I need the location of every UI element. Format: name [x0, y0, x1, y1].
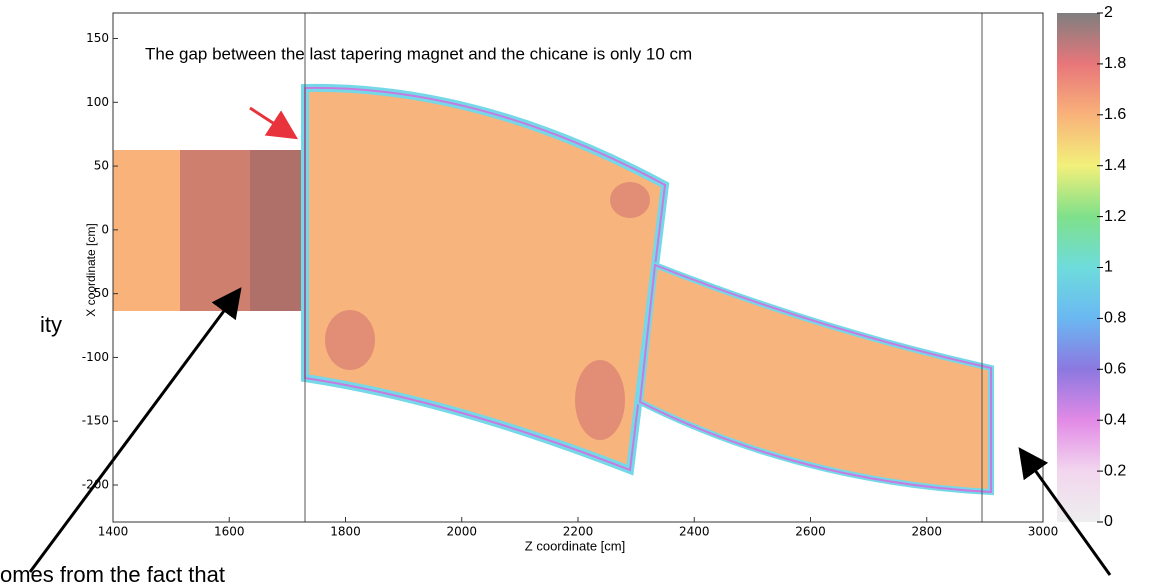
arrow — [1018, 447, 1112, 576]
colorbar — [1057, 13, 1100, 522]
x-tick-label: 2400 — [679, 525, 710, 539]
y-tick-label: 0 — [101, 222, 109, 236]
slide-text: ity — [40, 312, 62, 337]
field-map — [113, 13, 994, 522]
x-tick-label: 2600 — [795, 525, 826, 539]
slide-text: omes from the fact that — [0, 562, 225, 585]
y-tick-label: -150 — [82, 414, 109, 428]
arrow — [28, 287, 242, 573]
colorbar-tick-label: 1.8 — [1104, 55, 1126, 72]
x-tick-label: 1600 — [214, 525, 245, 539]
x-axis-label: Z coordinate [cm] — [525, 538, 625, 553]
x-tick-label: 2200 — [563, 525, 594, 539]
x-tick-label: 3000 — [1028, 525, 1059, 539]
colorbar-tick-label: 2 — [1104, 4, 1113, 21]
colorbar-tick-label: 0 — [1104, 513, 1113, 530]
colorbar-tick-label: 1.2 — [1104, 208, 1126, 225]
y-tick-label: -50 — [89, 286, 109, 300]
arrow — [249, 106, 299, 140]
x-tick-label: 1400 — [98, 525, 129, 539]
y-axis-label: X coordinate [cm] — [84, 223, 98, 316]
colorbar-tick-label: 1 — [1104, 259, 1113, 276]
x-tick-label: 1800 — [330, 525, 361, 539]
colorbar-tick-label: 0.6 — [1104, 361, 1126, 378]
y-tick-label: 150 — [86, 31, 109, 45]
colorbar-tick-label: 0.8 — [1104, 310, 1126, 327]
x-tick-label: 2000 — [446, 525, 477, 539]
annotation: The gap between the last tapering magnet… — [145, 44, 692, 63]
colorbar-tick-label: 0.2 — [1104, 462, 1126, 479]
colorbar-tick-label: 1.6 — [1104, 106, 1126, 123]
y-tick-label: 100 — [86, 95, 109, 109]
x-tick-label: 2800 — [911, 525, 942, 539]
y-tick-label: 50 — [94, 159, 109, 173]
colorbar-tick-label: 1.4 — [1104, 157, 1126, 174]
y-tick-label: -100 — [82, 350, 109, 364]
y-tick-label: -200 — [82, 478, 109, 492]
colorbar-tick-label: 0.4 — [1104, 411, 1126, 428]
